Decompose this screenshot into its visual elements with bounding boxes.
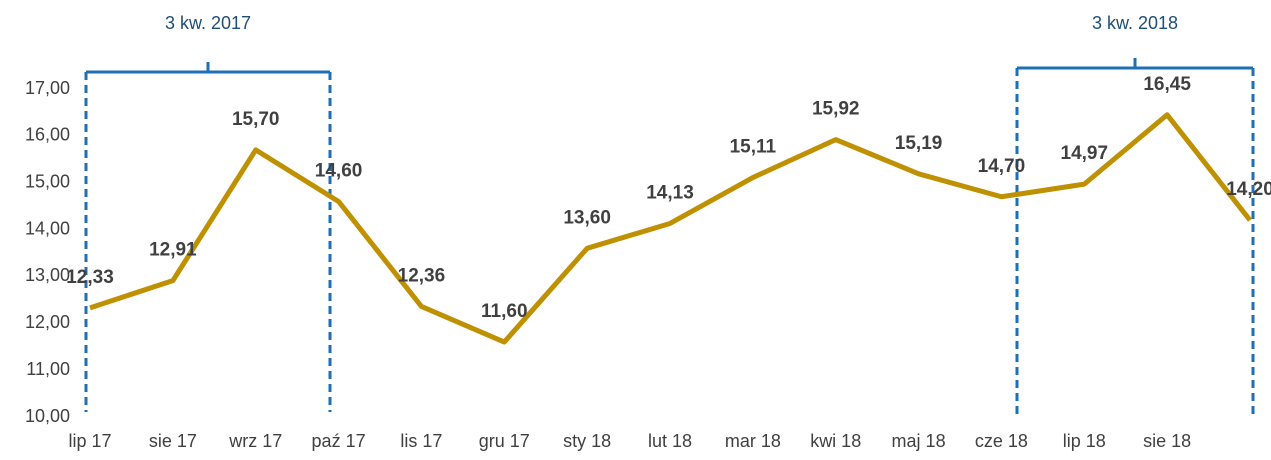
y-tick-label: 15,00 [25, 171, 70, 191]
y-tick-label: 14,00 [25, 218, 70, 238]
data-label: 14,97 [1061, 143, 1109, 164]
x-tick-label: gru 17 [479, 431, 530, 451]
data-label: 16,45 [1143, 74, 1191, 95]
data-label: 15,19 [895, 133, 943, 154]
data-label: 12,36 [398, 265, 446, 286]
x-tick-label: mar 18 [725, 431, 781, 451]
data-label: 14,20 [1226, 179, 1271, 200]
y-tick-label: 16,00 [25, 125, 70, 145]
line [89, 112, 1252, 345]
annotation: 3 kw. 2018 [1092, 13, 1178, 33]
x-tick-label: sie 17 [149, 431, 197, 451]
x-tick-label: cze 18 [975, 431, 1028, 451]
x-tick-label: lip 18 [1063, 431, 1106, 451]
data-label: 12,91 [149, 240, 197, 261]
x-tick-label: sie 18 [1143, 431, 1191, 451]
data-label: 12,33 [66, 267, 114, 288]
x-tick-label: wrz 17 [228, 431, 282, 451]
x-tick-label: lip 17 [68, 431, 111, 451]
y-tick-label: 11,00 [26, 359, 70, 379]
data-label: 14,13 [646, 182, 694, 203]
x-tick-label: lut 18 [648, 431, 692, 451]
data-label: 13,60 [563, 207, 611, 228]
x-tick-label: sty 18 [563, 431, 611, 451]
data-label: 14,70 [978, 156, 1026, 177]
data-label: 14,60 [315, 160, 363, 181]
data-label: 11,60 [481, 301, 528, 322]
annotation: 3 kw. 2017 [165, 13, 251, 33]
x-tick-label: kwi 18 [810, 431, 861, 451]
x-tick-label: lis 17 [400, 431, 442, 451]
data-label: 15,92 [812, 99, 860, 120]
y-tick-label: 12,00 [25, 312, 70, 332]
y-tick-label: 10,00 [25, 406, 70, 426]
y-tick-label: 13,00 [25, 265, 70, 285]
x-tick-label: paź 17 [312, 431, 366, 451]
y-tick-label: 17,00 [25, 78, 70, 98]
data-label: 15,70 [232, 109, 280, 130]
bracket [84, 58, 1255, 415]
x-tick-label: maj 18 [892, 431, 946, 451]
data-label: 15,11 [730, 137, 777, 158]
